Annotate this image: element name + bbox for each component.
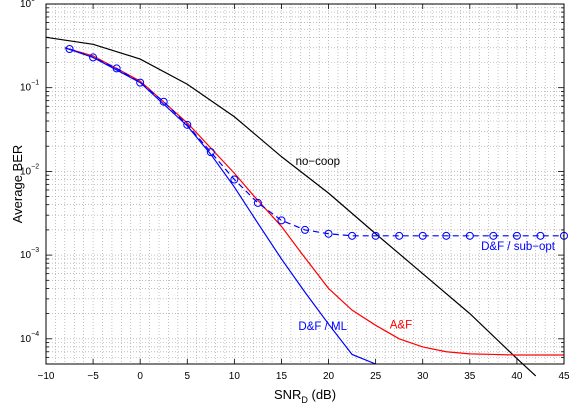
x-tick-label: 5 (184, 371, 190, 382)
series-layer (45, 36, 568, 377)
data-point-df_subopt (183, 120, 192, 129)
x-axis-label-suffix: (dB) (308, 387, 336, 402)
series-df_ml (64, 47, 376, 365)
grid (46, 4, 564, 364)
annotation-no_coop: no−coop (296, 156, 340, 168)
data-point-df_subopt (159, 97, 168, 106)
x-tick-label: 15 (276, 371, 288, 382)
x-tick-label: 30 (417, 371, 429, 382)
y-axis-label: Average BER (10, 145, 25, 224)
series-no_coop (45, 36, 537, 377)
y-tick-label: 100 (20, 0, 35, 10)
x-axis-label-subscript: D (301, 395, 308, 405)
annotations: no−coop D&F / sub−opt A&F D&F / ML (296, 156, 556, 333)
x-axis-label-main: SNR (274, 387, 301, 402)
data-point-df_subopt (136, 78, 145, 87)
data-point-df_subopt (536, 231, 545, 240)
data-point-df_subopt (371, 231, 380, 240)
y-tick-label: 10−3 (20, 247, 39, 261)
x-tick-label: 20 (323, 371, 335, 382)
x-tick-label: −10 (38, 371, 55, 382)
x-tick-label: 35 (464, 371, 476, 382)
y-tick-label: 10−4 (20, 331, 39, 345)
series-line-af (64, 47, 564, 356)
annotation-df_subopt: D&F / sub−opt (481, 241, 556, 253)
data-point-df_subopt (395, 231, 404, 240)
series-line-df_subopt (69, 48, 564, 237)
x-axis-label: SNRD (dB) (274, 387, 336, 405)
tick-marks (45, 4, 565, 364)
data-point-df_subopt (277, 216, 286, 225)
data-point-df_subopt (89, 53, 98, 62)
x-tick-label: 25 (370, 371, 382, 382)
data-point-df_subopt (112, 64, 121, 73)
x-tick-label: 45 (558, 371, 570, 382)
plot-area (46, 4, 564, 364)
y-tick-labels: 100 10−1 10−2 10−3 10−4 (20, 0, 39, 345)
data-point-df_subopt (206, 148, 215, 157)
data-point-df_subopt (489, 231, 498, 240)
annotation-af: A&F (390, 319, 412, 331)
data-point-df_subopt (465, 231, 474, 240)
data-point-df_subopt (512, 231, 521, 240)
y-tick-label: 10−2 (20, 163, 39, 177)
data-point-df_subopt (65, 44, 74, 53)
data-point-df_subopt (301, 225, 309, 234)
series-df_subopt (65, 44, 568, 240)
annotation-df_ml: D&F / ML (298, 321, 347, 333)
data-point-df_subopt (324, 229, 333, 238)
series-af (64, 47, 564, 356)
data-point-df_subopt (418, 231, 427, 240)
y-tick-label: 10−1 (20, 80, 39, 94)
x-tick-labels: −10 −5 0 5 10 15 20 25 30 35 40 45 (38, 371, 570, 382)
x-tick-label: −5 (87, 371, 99, 382)
data-point-df_subopt (253, 198, 262, 207)
x-tick-label: 10 (229, 371, 241, 382)
series-line-no_coop (45, 36, 537, 377)
x-tick-label: 40 (511, 371, 523, 382)
series-line-df_ml (64, 47, 376, 365)
data-point-df_subopt (348, 231, 357, 240)
data-point-df_subopt (230, 175, 239, 184)
data-point-df_subopt (442, 231, 451, 240)
x-tick-label: 0 (137, 371, 143, 382)
